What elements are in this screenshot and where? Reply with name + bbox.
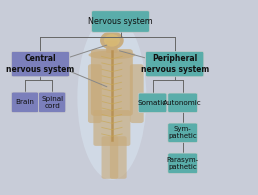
Text: Central
nervous system: Central nervous system (6, 54, 75, 74)
Text: Autonomic: Autonomic (163, 100, 202, 106)
Ellipse shape (104, 34, 120, 47)
FancyBboxPatch shape (88, 64, 102, 123)
Text: Nervous system: Nervous system (88, 17, 153, 26)
Text: Peripheral
nervous system: Peripheral nervous system (141, 54, 209, 74)
Text: Parasym-
pathetic: Parasym- pathetic (167, 157, 199, 170)
FancyBboxPatch shape (110, 136, 127, 179)
FancyBboxPatch shape (168, 93, 198, 113)
FancyBboxPatch shape (91, 11, 150, 32)
Ellipse shape (88, 51, 135, 59)
Ellipse shape (77, 15, 146, 180)
Text: Brain: Brain (15, 99, 34, 105)
FancyBboxPatch shape (102, 136, 118, 179)
Circle shape (100, 31, 124, 50)
FancyBboxPatch shape (91, 49, 133, 116)
FancyBboxPatch shape (11, 92, 39, 113)
FancyBboxPatch shape (168, 153, 198, 174)
FancyBboxPatch shape (168, 123, 198, 143)
FancyBboxPatch shape (11, 51, 69, 77)
Text: Somatic: Somatic (138, 100, 167, 106)
FancyBboxPatch shape (93, 110, 130, 146)
FancyBboxPatch shape (106, 40, 118, 53)
FancyBboxPatch shape (146, 51, 204, 77)
FancyBboxPatch shape (38, 92, 66, 113)
Text: Spinal
cord: Spinal cord (41, 96, 63, 109)
FancyBboxPatch shape (130, 64, 144, 123)
Text: Sym-
pathetic: Sym- pathetic (168, 126, 197, 139)
FancyBboxPatch shape (138, 93, 167, 113)
